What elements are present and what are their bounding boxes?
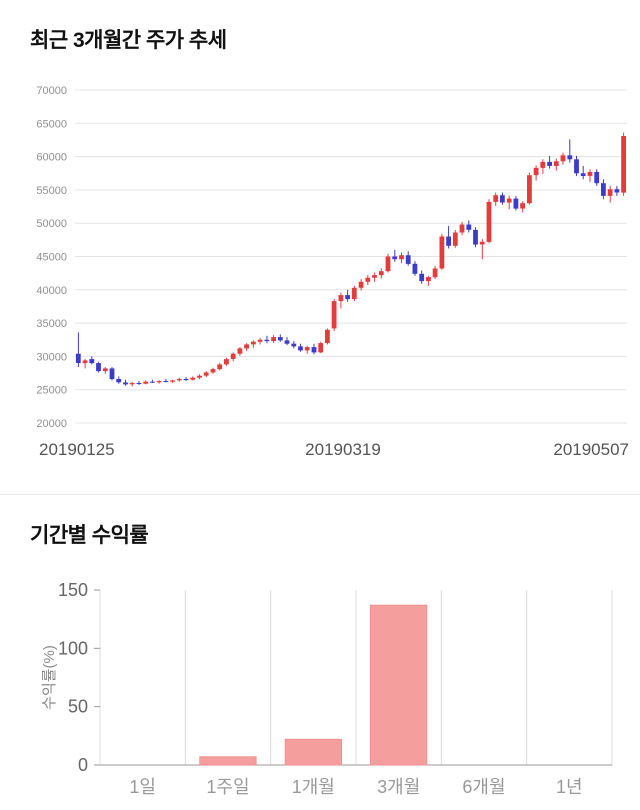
returns-section: 기간별 수익률 0 50 100 150 1일 1주일 1개월 3개월 6개월 1년 수익률(%) [0, 495, 640, 807]
svg-text:1개월: 1개월 [292, 777, 335, 797]
svg-text:20190507: 20190507 [553, 440, 629, 459]
svg-text:0: 0 [78, 755, 88, 775]
price-trend-title: 최근 3개월간 주가 추세 [30, 29, 227, 52]
svg-text:1주일: 1주일 [206, 777, 249, 797]
svg-text:수익률(%): 수익률(%) [41, 645, 58, 710]
svg-text:150: 150 [58, 580, 88, 600]
svg-text:65000: 65000 [36, 118, 67, 130]
svg-text:40000: 40000 [36, 285, 67, 297]
returns-chart-svg: 0 50 100 150 1일 1주일 1개월 3개월 6개월 1년 수익률(%) [41, 580, 613, 797]
svg-text:20190125: 20190125 [39, 440, 115, 459]
svg-text:30000: 30000 [36, 351, 67, 363]
section-divider [0, 494, 640, 495]
svg-text:70000: 70000 [36, 85, 67, 97]
svg-text:1년: 1년 [556, 777, 583, 797]
svg-text:50000: 50000 [36, 218, 67, 230]
svg-text:3개월: 3개월 [377, 777, 420, 797]
svg-text:45000: 45000 [36, 252, 67, 264]
returns-title: 기간별 수익률 [30, 524, 149, 547]
svg-text:55000: 55000 [36, 185, 67, 197]
svg-text:50: 50 [68, 697, 88, 717]
svg-text:25000: 25000 [36, 385, 67, 397]
svg-text:6개월: 6개월 [462, 777, 505, 797]
svg-text:20000: 20000 [36, 418, 67, 430]
svg-text:100: 100 [58, 638, 88, 658]
svg-text:35000: 35000 [36, 318, 67, 330]
svg-text:60000: 60000 [36, 152, 67, 164]
svg-text:1일: 1일 [129, 777, 156, 797]
svg-text:20190319: 20190319 [305, 440, 381, 459]
price-trend-section: 최근 3개월간 주가 추세 20000 25000 30000 35000 40000 4… [30, 29, 629, 459]
price-chart-svg: 20000 25000 30000 35000 40000 45000 50000 55000… [36, 85, 629, 459]
